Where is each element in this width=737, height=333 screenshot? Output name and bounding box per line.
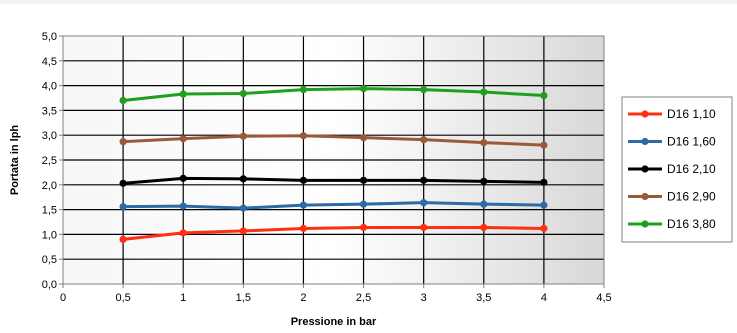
x-tick-label: 4,5 [596, 292, 611, 304]
series-4 [119, 132, 548, 149]
legend-entry: D16 1,10 [628, 107, 716, 121]
data-point [480, 88, 488, 96]
series-line [122, 176, 544, 185]
legend: D16 1,10 D16 1,60 D16 2,10 D16 2,90 D16 3,80 [621, 96, 733, 243]
x-tick-label: 3 [421, 292, 427, 304]
series-2 [119, 199, 548, 212]
legend-label: D16 2,10 [667, 162, 716, 176]
y-axis-title: Portata in lph [9, 125, 21, 196]
legend-label: D16 3,80 [667, 217, 716, 231]
y-tick-label: 3,5 [42, 105, 57, 117]
x-tick-label: 4 [541, 292, 547, 304]
data-point [359, 176, 368, 184]
y-tick-label: 4,0 [42, 81, 57, 93]
series-1 [119, 223, 548, 243]
y-tick-label: 4,5 [42, 56, 57, 68]
data-point [480, 139, 488, 147]
legend-marker [641, 110, 649, 118]
data-point [239, 132, 247, 140]
y-tick-label: 3,0 [42, 130, 57, 142]
tick-labels: 0 0,5 1 1,5 2 2,5 3 3,5 4 4,5 0,0 0,5 1,0 1,5 2,0 2,5 3,… [42, 31, 612, 304]
data-point [299, 201, 308, 209]
series-line [122, 225, 544, 241]
data-point [179, 135, 187, 143]
data-point [540, 178, 548, 186]
data-point [119, 179, 127, 187]
data-point [540, 91, 548, 100]
data-point [359, 223, 368, 232]
data-point [540, 141, 548, 149]
data-point [239, 227, 247, 235]
top-band [0, 0, 737, 4]
legend-label: D16 2,90 [667, 190, 716, 204]
legend-label: D16 1,60 [667, 135, 716, 149]
legend-label: D16 1,10 [667, 107, 716, 121]
legend-entry: D16 2,10 [628, 162, 716, 176]
data-point [420, 85, 428, 94]
y-tick-label: 2,0 [42, 180, 57, 192]
series-5 [119, 84, 548, 105]
x-tick-label: 2 [300, 292, 306, 304]
data-point [119, 203, 127, 211]
series [119, 84, 548, 243]
data-point [420, 199, 428, 207]
x-tick-label: 0 [60, 292, 66, 304]
data-point [239, 204, 247, 212]
data-point [420, 223, 428, 232]
data-point [540, 201, 548, 209]
legend-entry: D16 3,80 [628, 217, 716, 231]
series-3 [119, 174, 548, 187]
data-point [119, 235, 127, 243]
data-point [420, 136, 428, 144]
series-line [123, 134, 544, 147]
data-point [299, 224, 308, 233]
data-point [420, 176, 428, 184]
legend-entry: D16 2,90 [628, 190, 716, 204]
data-point [239, 89, 247, 98]
series-line [122, 87, 544, 102]
y-tick-label: 2,5 [42, 155, 57, 167]
data-point [239, 175, 247, 183]
y-tick-label: 0,5 [42, 254, 57, 266]
data-point [480, 223, 488, 232]
y-tick-label: 1,5 [42, 205, 57, 217]
y-tick-label: 0,0 [42, 279, 57, 291]
data-point [119, 138, 127, 146]
series-line [123, 201, 544, 210]
data-point [359, 200, 368, 208]
data-point [119, 96, 127, 105]
legend-marker [641, 220, 649, 228]
data-point [480, 177, 488, 185]
data-point [179, 174, 187, 182]
data-point [359, 84, 368, 93]
legend-marker [641, 192, 649, 201]
y-tick-label: 1,0 [42, 229, 57, 241]
x-tick-label: 0,5 [115, 292, 130, 304]
data-point [179, 202, 187, 210]
x-tick-label: 3,5 [476, 292, 491, 304]
x-tick-label: 2,5 [356, 292, 371, 304]
data-point [299, 132, 308, 140]
legend-marker [641, 165, 649, 173]
x-tick-label: 1,5 [236, 292, 251, 304]
data-point [480, 200, 488, 208]
legend-marker [641, 137, 649, 146]
data-point [359, 134, 368, 142]
legend-entry: D16 1,60 [628, 135, 716, 149]
data-point [540, 224, 548, 233]
data-point [179, 90, 187, 98]
x-axis-title: Pressione in bar [291, 316, 377, 328]
y-tick-label: 5,0 [42, 31, 57, 43]
x-tick-label: 1 [180, 292, 186, 304]
data-point [299, 85, 308, 94]
data-point [179, 229, 187, 237]
plot-border [62, 35, 605, 285]
data-point [299, 176, 308, 184]
